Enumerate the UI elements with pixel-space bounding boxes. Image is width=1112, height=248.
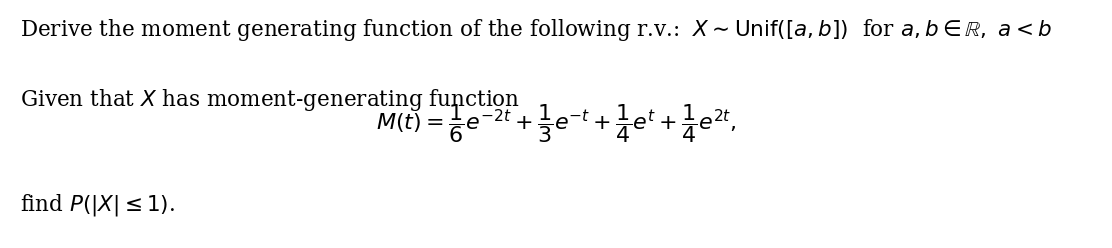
Text: find $P(|X| \leq 1)$.: find $P(|X| \leq 1)$. (20, 192, 175, 218)
Text: $M(t) = \dfrac{1}{6}e^{-2t} + \dfrac{1}{3}e^{-t} + \dfrac{1}{4}e^{t} + \dfrac{1}: $M(t) = \dfrac{1}{6}e^{-2t} + \dfrac{1}{… (376, 102, 736, 146)
Text: Given that $X$ has moment-generating function: Given that $X$ has moment-generating fun… (20, 87, 520, 113)
Text: Derive the moment generating function of the following r.v.:  $X \sim \mathrm{Un: Derive the moment generating function of… (20, 17, 1052, 43)
